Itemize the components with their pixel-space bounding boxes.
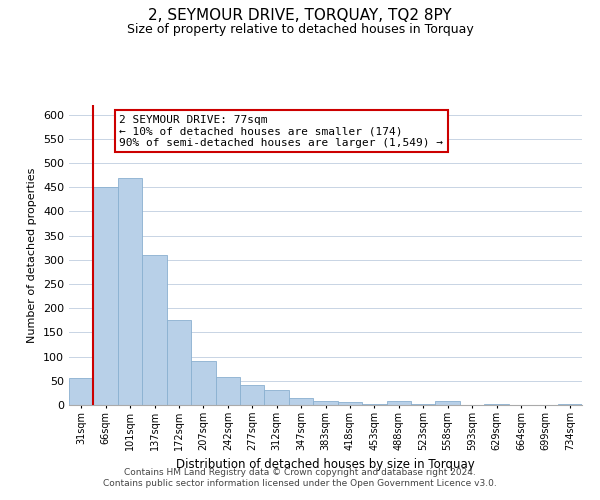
Text: Contains HM Land Registry data © Crown copyright and database right 2024.
Contai: Contains HM Land Registry data © Crown c… [103, 468, 497, 487]
Bar [557, 404, 582, 405]
Bar [484, 404, 509, 405]
Bar [362, 404, 386, 405]
Text: Size of property relative to detached houses in Torquay: Size of property relative to detached ho… [127, 22, 473, 36]
Bar [69, 378, 94, 405]
Bar [436, 400, 460, 405]
Bar [411, 404, 436, 405]
Bar [289, 398, 313, 405]
Text: 2, SEYMOUR DRIVE, TORQUAY, TQ2 8PY: 2, SEYMOUR DRIVE, TORQUAY, TQ2 8PY [148, 8, 452, 22]
Bar [94, 188, 118, 405]
Bar [338, 402, 362, 405]
Bar [386, 401, 411, 405]
Bar [240, 384, 265, 405]
Bar [118, 178, 142, 405]
Y-axis label: Number of detached properties: Number of detached properties [28, 168, 37, 342]
X-axis label: Distribution of detached houses by size in Torquay: Distribution of detached houses by size … [176, 458, 475, 471]
Bar [313, 401, 338, 405]
Bar [191, 362, 215, 405]
Bar [215, 377, 240, 405]
Bar [167, 320, 191, 405]
Text: 2 SEYMOUR DRIVE: 77sqm
← 10% of detached houses are smaller (174)
90% of semi-de: 2 SEYMOUR DRIVE: 77sqm ← 10% of detached… [119, 114, 443, 148]
Bar [265, 390, 289, 405]
Bar [142, 255, 167, 405]
